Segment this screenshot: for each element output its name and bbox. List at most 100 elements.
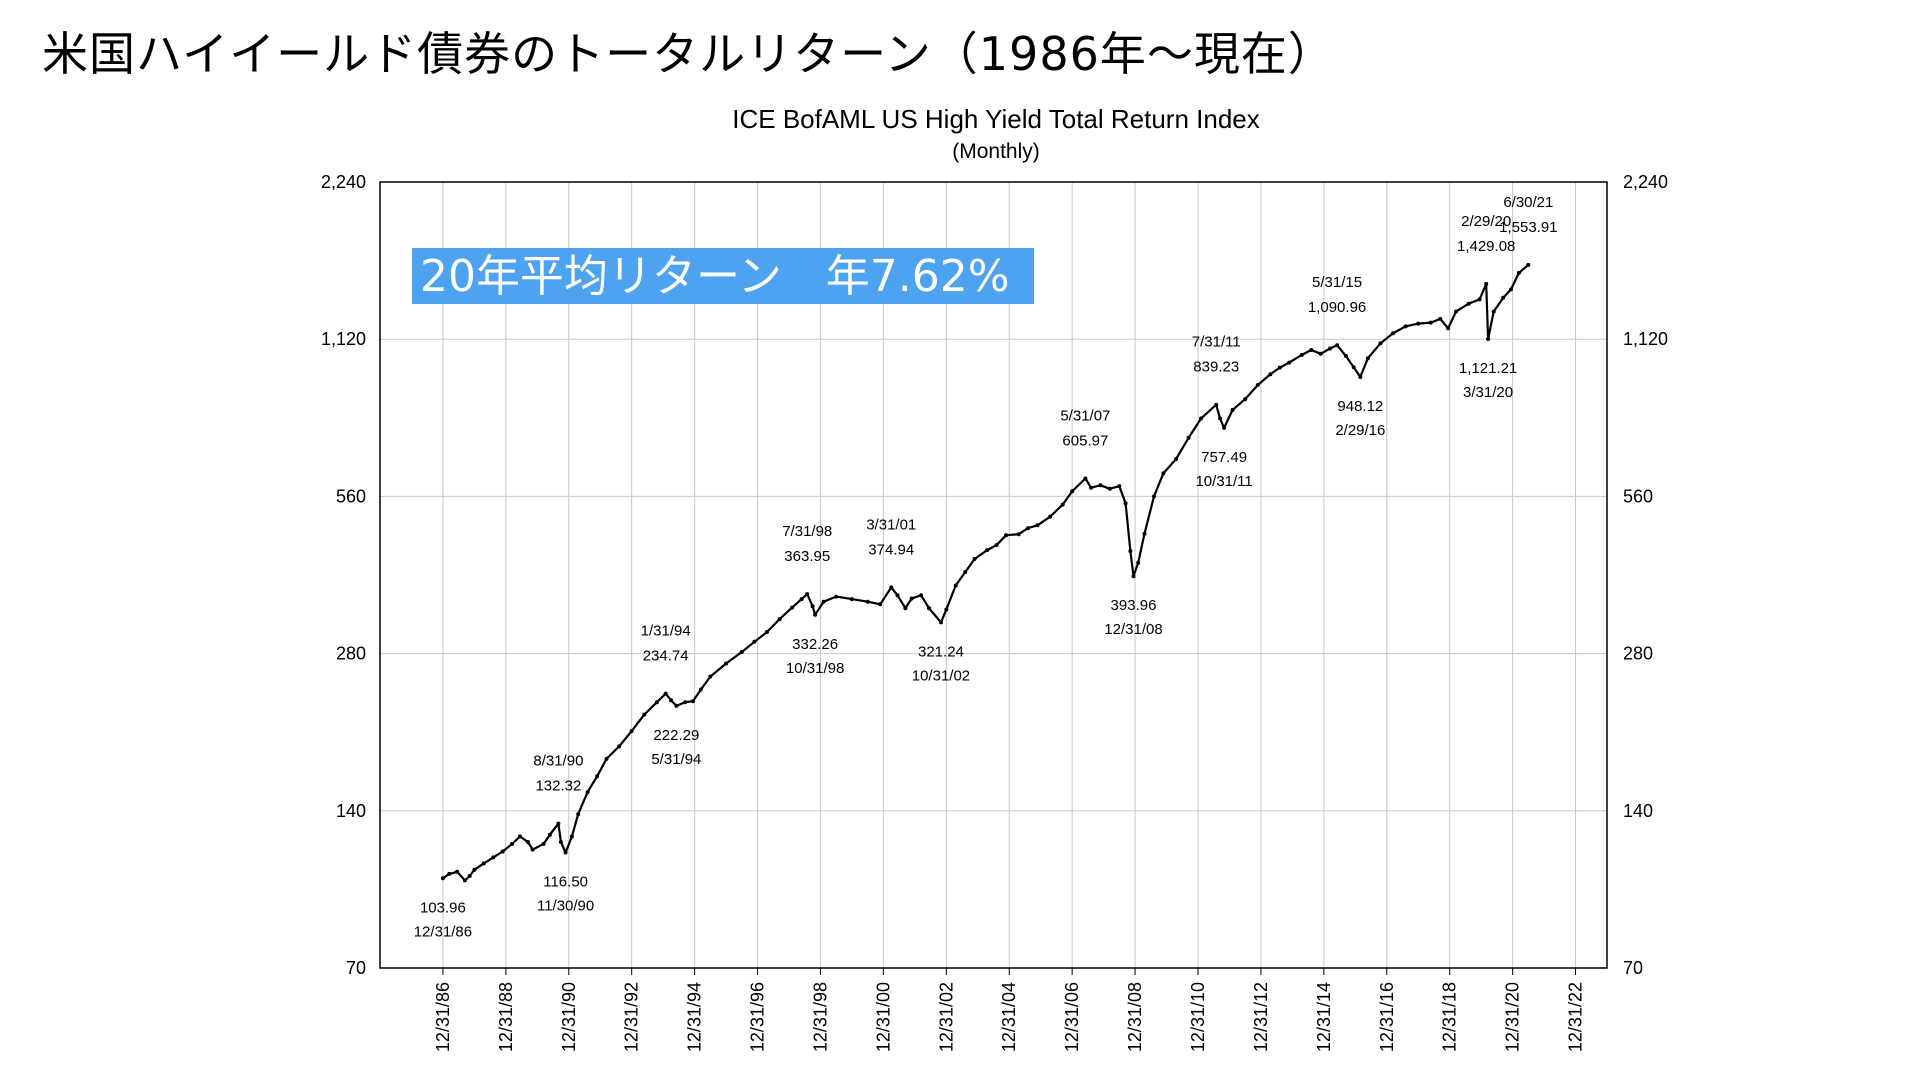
series-group [440,262,1531,883]
annotation-value: 605.97 [1062,433,1108,450]
annotation-date: 8/31/90 [533,753,583,770]
series-point [1351,365,1356,370]
annotation-value: 393.96 [1111,597,1157,614]
y-tick-label-right: 70 [1623,958,1643,978]
series-point [1152,494,1156,499]
series-point [530,847,535,852]
annotation-date: 11/30/90 [537,897,594,914]
highlight-badge-bg [412,248,1034,304]
x-tick-label: 12/31/86 [433,982,453,1052]
series-point [1428,320,1433,325]
y-tick-label-right: 560 [1623,486,1653,506]
annotation-value: 1,553.91 [1499,219,1557,236]
series-point [462,878,467,883]
y-tick-label-left: 560 [336,486,366,506]
y-tick-label-left: 70 [346,958,366,978]
series-point [576,812,581,817]
annotation-date: 3/31/20 [1463,384,1513,401]
series-point [878,602,883,607]
series-point [1358,375,1363,379]
annotation-date: 5/31/94 [651,751,701,768]
annotation-value: 1,090.96 [1308,299,1366,316]
series-point [1477,297,1482,302]
series-point [1454,309,1458,314]
series-line [442,264,1530,882]
series-point [1343,354,1348,358]
y-axis-right: 70 140 280 560 1,120 2,240 [1623,172,1668,978]
series-point [1491,309,1496,314]
series-point [691,699,695,704]
y-tick-label-left: 140 [336,801,366,821]
series-point [1123,501,1128,506]
series-point [1222,425,1227,430]
series-point [944,607,949,612]
series-point [1142,531,1147,536]
series-point [556,821,561,826]
annotation-value: 132.32 [535,778,581,795]
series-point [1128,549,1133,554]
x-tick-label: 12/31/00 [873,982,893,1052]
y-tick-label-right: 140 [1623,801,1653,821]
series-point [1230,407,1235,412]
series-point [467,874,472,878]
series-point [1098,483,1103,488]
annotation-value: 1,121.21 [1459,360,1517,377]
series-point [1136,560,1141,565]
series-point [1403,324,1408,329]
series-point [1186,435,1191,440]
y-tick-label-right: 2,240 [1623,172,1668,192]
series-point [1516,270,1521,275]
y-axis-left: 70 140 280 560 1,120 2,240 [321,172,366,978]
series-point [617,744,622,749]
series-point [455,869,460,874]
series-point [1335,343,1340,348]
series-point [1048,514,1053,519]
series-point [1484,281,1489,286]
series-point [525,840,530,844]
x-tick-label: 12/31/94 [685,982,705,1052]
x-tick-label: 12/31/20 [1503,982,1523,1052]
y-tick-label-left: 280 [336,644,366,664]
series-point [447,871,452,876]
series-point [903,606,908,611]
annotation-value: 116.50 [543,873,588,890]
series-point [1070,489,1075,494]
plot-area [379,181,1608,969]
x-tick-label: 12/31/02 [936,982,956,1052]
chart-subtitle: (Monthly) [952,140,1040,163]
series-point [1365,356,1370,361]
series-point [813,612,818,617]
series-point [1287,360,1292,365]
series-point [1255,383,1260,387]
series-point [1107,486,1112,491]
series-point [674,703,679,708]
series-point [1016,532,1021,537]
series-point [1268,372,1273,377]
series-point [604,756,609,761]
series-point [765,630,769,634]
x-axis: 12/31/86 12/31/88 12/31/90 12/31/92 12/31/94… [433,968,1586,1052]
series-point [558,840,563,844]
series-point [663,691,668,696]
series-point [1218,416,1222,421]
x-tick-label: 12/31/12 [1251,982,1271,1052]
series-point [491,855,496,860]
series-point [500,849,505,854]
series-point [708,674,713,679]
annotation-date: 3/31/01 [866,516,916,533]
series-point [654,700,659,705]
annotation-date: 2/29/16 [1335,422,1385,439]
annotation-date: 5/31/15 [1312,274,1362,291]
series-point [1328,346,1333,351]
series-point [1446,326,1451,331]
series-point [895,593,900,598]
series-point [698,687,703,692]
series-point [1243,397,1248,402]
y-tick-label-right: 280 [1623,644,1653,664]
series-point [985,548,990,553]
annotation-date: 12/31/86 [414,923,472,940]
series-point [1526,262,1531,267]
series-point [669,698,673,703]
annotation-date: 6/30/21 [1503,194,1553,211]
